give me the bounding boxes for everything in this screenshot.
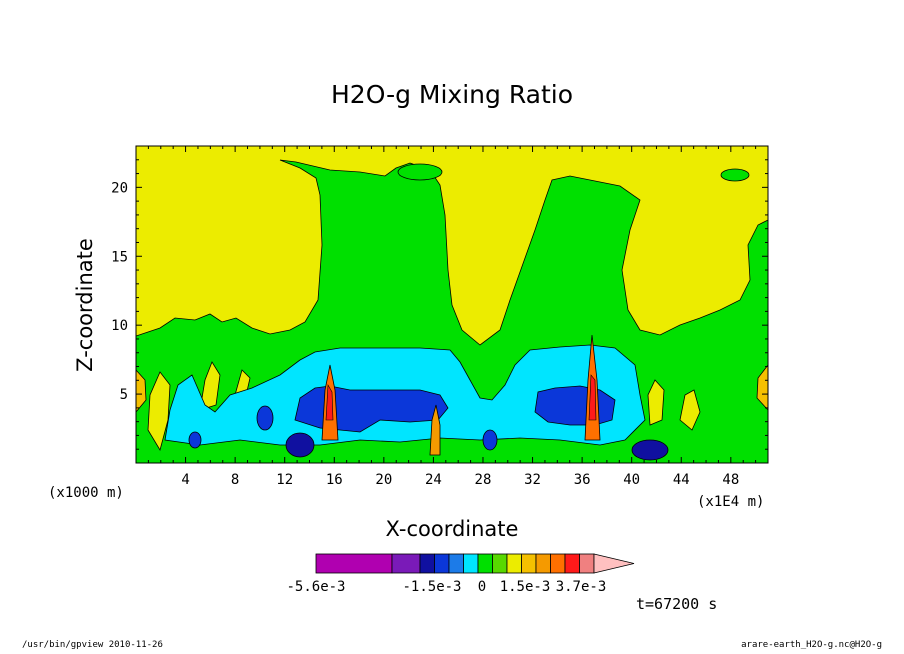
colorbar-label: 3.7e-3 [556, 579, 607, 595]
colorbar-segment [492, 553, 508, 574]
colorbar-segment [506, 553, 522, 574]
y-tick-label: 20 [111, 180, 128, 196]
x-tick-label: 24 [425, 472, 442, 488]
field-region-yellow [199, 361, 221, 411]
colorbar-segment [391, 553, 421, 574]
colorbar-label: 0 [478, 579, 486, 595]
colorbar-segment [579, 553, 595, 574]
x-tick-label: 16 [326, 472, 343, 488]
colorbar-segment [550, 553, 566, 574]
field-plume [429, 404, 441, 456]
colorbar-segment [434, 553, 450, 574]
y-axis: 5 10 15 20 [111, 159, 768, 450]
field-region-blue [188, 431, 202, 449]
x-tick-label: 4 [181, 472, 189, 488]
colorbar-segment [315, 553, 393, 574]
field-plume [588, 374, 597, 421]
colorbar: -5.6e-3 -1.5e-3 0 1.5e-3 3.7e-3 [286, 553, 635, 595]
colorbar-segment [535, 553, 551, 574]
x-tick-label: 36 [574, 472, 591, 488]
colorbar-segment [477, 553, 493, 574]
field-plume [325, 383, 334, 421]
x-tick-label: 28 [475, 472, 492, 488]
x-tick-label: 32 [524, 472, 541, 488]
field-region-yellow [647, 379, 665, 426]
x-tick-label: 48 [722, 472, 739, 488]
field-region-green-right-top [720, 168, 750, 182]
x-unit-left: (x1000 m) [48, 485, 124, 501]
field-region-blue [256, 405, 274, 431]
colorbar-segment [463, 553, 479, 574]
colorbar-segment [564, 553, 580, 574]
field-region-blue [482, 429, 498, 451]
y-axis-label: Z-coordinate [73, 238, 97, 372]
colorbar-arrow [593, 553, 635, 574]
plot-frame [135, 145, 769, 464]
colorbar-segment [419, 553, 435, 574]
x-tick-label: 8 [231, 472, 239, 488]
x-unit-right: (x1E4 m) [697, 494, 764, 510]
colorbar-label: -5.6e-3 [286, 579, 345, 595]
footer-left: /usr/bin/gpview 2010-11-26 [22, 640, 163, 650]
field-region-blue [534, 385, 616, 426]
field-region-darkblue [631, 439, 669, 461]
field-region-yellow [679, 389, 701, 431]
y-tick-label: 5 [120, 387, 128, 403]
colorbar-label: -1.5e-3 [402, 579, 461, 595]
y-tick-label: 10 [111, 318, 128, 334]
colorbar-segment [521, 553, 537, 574]
colorbar-label: 1.5e-3 [500, 579, 551, 595]
plot-area [135, 145, 769, 464]
colorbar-segment [448, 553, 464, 574]
field-region-yellow [147, 371, 171, 452]
footer-right: arare-earth_H2O-g.nc@H2O-g [741, 640, 882, 650]
x-tick-label: 20 [375, 472, 392, 488]
chart-title: H2O-g Mixing Ratio [331, 80, 573, 109]
field-region-darkblue [285, 432, 315, 458]
x-tick-label: 12 [276, 472, 293, 488]
x-tick-label: 44 [673, 472, 690, 488]
time-label: t=67200 s [636, 595, 717, 613]
field-region-green-top [397, 163, 443, 181]
x-tick-label: 40 [623, 472, 640, 488]
x-axis: 4 8 12 16 20 24 28 32 36 40 44 48 [147, 146, 757, 488]
x-axis-label: X-coordinate [386, 517, 519, 541]
y-tick-label: 15 [111, 249, 128, 265]
